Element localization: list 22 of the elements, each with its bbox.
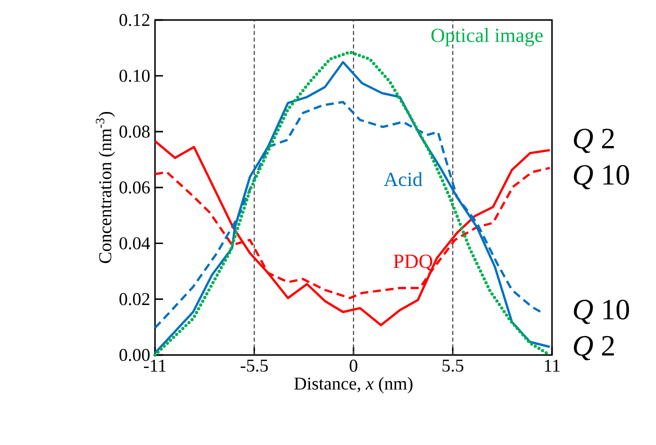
annotation: PDQ: [394, 254, 433, 272]
x-tick-label: -5.5: [240, 360, 268, 372]
y-tick-label: 0.06: [119, 181, 150, 194]
x-tick-label: 11: [544, 360, 560, 372]
series-label: Q 2: [574, 128, 614, 153]
line-series: [154, 140, 551, 326]
series-label: Q 10: [574, 300, 629, 324]
y-tick-label: 0.00: [119, 348, 150, 362]
annotation: Acid: [384, 172, 422, 186]
y-tick-label: 0.12: [119, 14, 150, 26]
series-label: Q 10: [574, 165, 629, 190]
series-label: Q 2: [574, 336, 614, 360]
y-tick-label: 0.04: [119, 237, 150, 250]
y-tick-label: 0.02: [119, 293, 150, 306]
x-tick-label: 5.5: [442, 360, 464, 372]
y-tick-label: 0.08: [119, 126, 150, 138]
y-tick-label: 0.10: [119, 70, 150, 82]
x-tick-label: -11: [144, 360, 166, 372]
text: Optical image: [431, 28, 543, 46]
x-tick-label: 0: [350, 360, 358, 372]
y-axis-title: Concentration (nm$^{-3}$): [96, 112, 115, 264]
x-axis-title: Distance, x (nm): [294, 377, 412, 394]
